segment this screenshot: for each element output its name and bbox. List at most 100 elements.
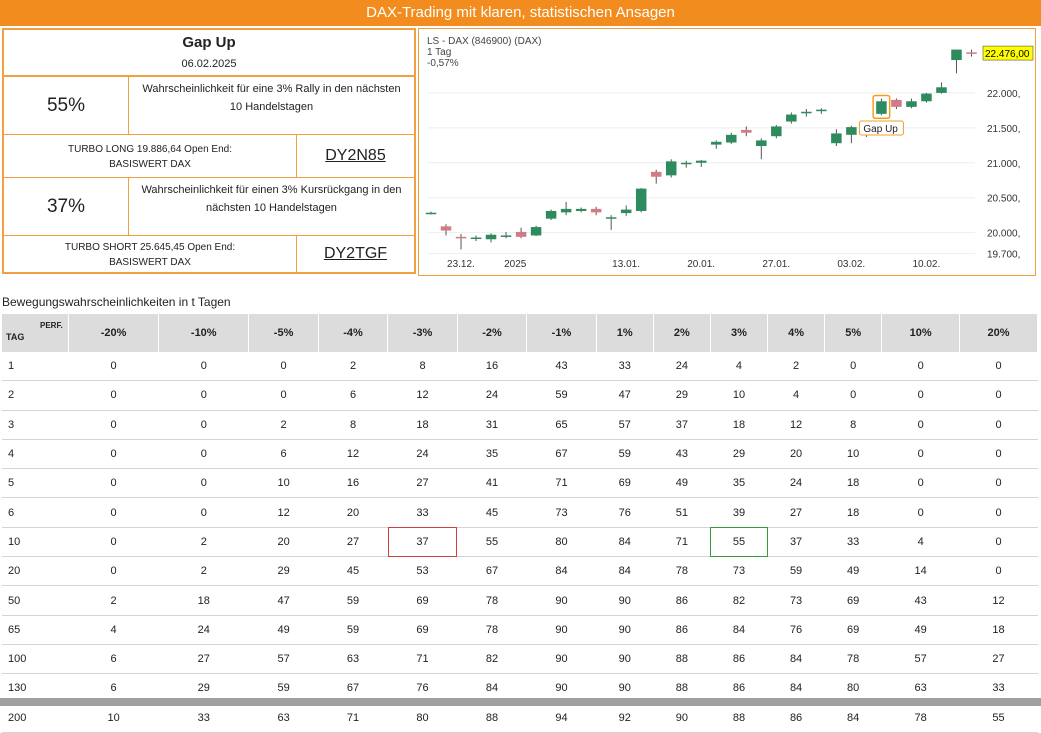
- turbo-short-code-link[interactable]: DY2TGF: [296, 235, 415, 273]
- last-price-label: 22.476,00: [985, 49, 1030, 60]
- dax-chart-panel: LS - DAX (846900) (DAX) 1 Tag -0,57% 22.…: [418, 28, 1036, 276]
- probability-cell: 45: [457, 497, 527, 528]
- gap-up-label-box: [858, 120, 904, 136]
- probability-cell: 53: [387, 556, 458, 587]
- y-tick-label: 22.000,: [987, 89, 1020, 100]
- probability-cell: 57: [881, 644, 960, 675]
- candle-body: [425, 212, 437, 215]
- probability-cell: 0: [68, 380, 159, 411]
- candle-body: [665, 161, 677, 176]
- candle-body: [936, 87, 947, 93]
- bottom-bar: [0, 698, 1041, 706]
- probability-cell: 59: [767, 556, 825, 587]
- x-tick-label: 03.02.: [837, 259, 865, 270]
- probability-cell: 78: [653, 556, 711, 587]
- signal-info-box: Gap Up 06.02.2025 55% Wahrscheinlichkeit…: [2, 28, 416, 274]
- probability-cell: 0: [881, 439, 960, 470]
- day-cell: 65: [2, 615, 69, 645]
- probability-cell: 18: [387, 410, 458, 440]
- probability-cell: 71: [526, 468, 597, 499]
- probability-cell: 33: [596, 352, 654, 382]
- probability-cell: 4: [68, 615, 159, 645]
- probability-cell: 55: [710, 527, 768, 558]
- probability-cell: 88: [710, 703, 768, 733]
- probability-cell: 43: [653, 439, 711, 470]
- probability-cell: 24: [158, 615, 249, 645]
- probability-cell: 69: [596, 468, 654, 499]
- x-tick-label: 10.02.: [912, 259, 940, 270]
- table-body: 1 0 0 0 2 8 16 43 33 24 4 2 0 0 0 2 0 0 0 6 12 24 59 47 29 10 4 0 0 0…: [2, 352, 1038, 733]
- x-axis: 23.12. 2025 13.01. 20.01. 27.01. 03.02. 10.02.: [447, 259, 940, 270]
- col-header: 10%: [881, 314, 961, 352]
- probability-cell: 8: [824, 410, 882, 440]
- probability-cell: 90: [526, 585, 597, 616]
- long-probability: 55%: [3, 76, 129, 135]
- probability-cell: 37: [653, 410, 711, 440]
- table-row: 4 0 0 6 12 24 35 67 59 43 29 20 10 0 0: [2, 439, 1038, 470]
- probability-cell: 47: [248, 585, 319, 616]
- probability-cell: 12: [959, 585, 1038, 616]
- probability-cell: 0: [68, 468, 159, 499]
- col-header: 1%: [596, 314, 654, 352]
- probability-cell: 84: [767, 644, 825, 675]
- candle-body: [771, 126, 782, 137]
- probability-cell: 10: [824, 439, 882, 470]
- turbo-short-line2: BASISWERT DAX: [109, 257, 191, 268]
- probability-cell: 90: [526, 615, 597, 645]
- candle-body: [906, 101, 917, 107]
- probability-cell: 8: [387, 352, 458, 382]
- chart-legend-line3: -0,57%: [427, 58, 459, 69]
- day-cell: 100: [2, 644, 69, 675]
- table-row: 200 10 33 63 71 80 88 94 92 90 88 86 84 78 55: [2, 703, 1038, 733]
- candle-body: [575, 208, 587, 211]
- col-header: -3%: [387, 314, 458, 352]
- candle-body: [726, 134, 737, 143]
- probability-cell: 18: [824, 468, 882, 499]
- probability-cell: 49: [653, 468, 711, 499]
- candle-body: [951, 49, 962, 61]
- probability-cell: 39: [710, 497, 768, 528]
- candles-group: [425, 49, 977, 250]
- probability-cell: 59: [318, 615, 388, 645]
- probability-cell: 0: [68, 352, 159, 382]
- short-probability: 37%: [3, 177, 129, 236]
- probability-cell: 6: [318, 380, 388, 411]
- day-cell: 5: [2, 468, 69, 499]
- probability-cell: 16: [457, 352, 527, 382]
- probability-cell: 10: [710, 380, 768, 411]
- day-cell: 50: [2, 585, 69, 616]
- candle-body: [966, 52, 977, 54]
- table-row: 65 4 24 49 59 69 78 90 90 86 84 76 69 49 18: [2, 615, 1038, 645]
- candle-body: [741, 129, 752, 133]
- turbo-long-code-link[interactable]: DY2N85: [296, 134, 415, 178]
- probability-cell: 0: [158, 352, 249, 382]
- probability-cell: 0: [881, 352, 960, 382]
- probability-cell: 4: [881, 527, 960, 558]
- probability-cell: 67: [457, 556, 527, 587]
- probability-cell: 71: [318, 703, 388, 733]
- probability-cell: 43: [526, 352, 597, 382]
- probability-cell: 55: [457, 527, 527, 558]
- probability-cell: 0: [881, 410, 960, 440]
- probability-cell: 0: [158, 380, 249, 411]
- day-cell: 200: [2, 703, 69, 733]
- probability-cell: 69: [824, 615, 882, 645]
- probability-cell: 0: [68, 439, 159, 470]
- x-tick-label: 20.01.: [687, 259, 715, 270]
- probability-cell: 0: [68, 410, 159, 440]
- probability-cell: 88: [653, 644, 711, 675]
- probability-cell: 76: [596, 497, 654, 528]
- probability-cell: 2: [158, 527, 249, 558]
- table-row: 5 0 0 10 16 27 41 71 69 49 35 24 18 0 0: [2, 468, 1038, 499]
- probability-cell: 84: [596, 556, 654, 587]
- probability-cell: 33: [387, 497, 458, 528]
- candle-body: [831, 133, 842, 144]
- probability-cell: 0: [959, 410, 1038, 440]
- probability-cell: 92: [596, 703, 654, 733]
- table-row: 6 0 0 12 20 33 45 73 76 51 39 27 18 0 0: [2, 497, 1038, 528]
- probability-cell: 63: [318, 644, 388, 675]
- probability-cell: 84: [824, 703, 882, 733]
- probability-cell: 0: [881, 497, 960, 528]
- probability-cell: 4: [710, 352, 768, 382]
- gap-up-annotation: Gap Up: [863, 124, 898, 135]
